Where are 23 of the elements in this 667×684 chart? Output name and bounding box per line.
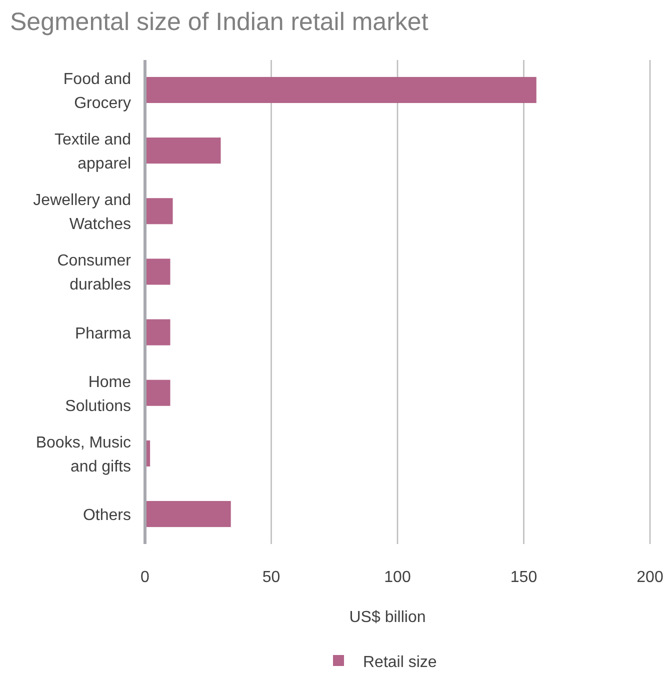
y-tick-label: Consumer durables bbox=[57, 252, 132, 294]
bar bbox=[145, 76, 536, 104]
x-tick-label: 150 bbox=[510, 569, 538, 586]
bar bbox=[145, 138, 221, 164]
y-tick-label: Food and Grocery bbox=[63, 70, 131, 112]
chart-title: Segmental size of Indian retail market bbox=[10, 8, 428, 36]
legend-label: Retail size bbox=[363, 654, 437, 671]
bar bbox=[145, 198, 173, 224]
y-tick-label: Home Solutions bbox=[65, 374, 132, 415]
y-tick-label: Pharma bbox=[74, 325, 132, 342]
x-tick-label: 200 bbox=[636, 569, 664, 586]
y-tick-label: Books, Music and gifts bbox=[36, 434, 131, 476]
bar bbox=[145, 258, 170, 285]
y-tick-label: Textile and apparel bbox=[54, 132, 131, 173]
x-tick-label: 0 bbox=[140, 569, 150, 586]
x-axis-title: US$ billion bbox=[349, 609, 426, 626]
y-tick-label: Others bbox=[82, 507, 131, 524]
bar bbox=[145, 380, 170, 406]
x-tick-label: 50 bbox=[262, 569, 280, 586]
bar bbox=[145, 500, 231, 528]
x-tick-label: 100 bbox=[384, 569, 411, 586]
bar bbox=[145, 319, 170, 346]
y-tick-label: Jewellery and Watches bbox=[33, 192, 131, 234]
